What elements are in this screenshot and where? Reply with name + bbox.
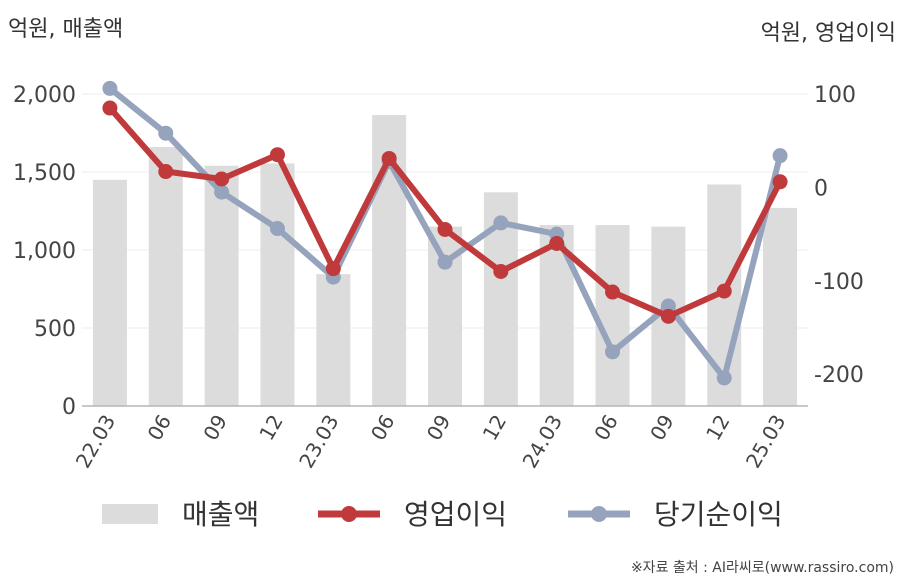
- bar: [595, 225, 630, 406]
- data-point: [660, 308, 676, 324]
- data-point: [772, 148, 788, 164]
- legend-marker: [341, 506, 357, 522]
- left-tick-label: 0: [62, 395, 76, 420]
- bar: [763, 207, 798, 406]
- data-point: [716, 370, 732, 386]
- x-tick-label: 12: [478, 411, 512, 445]
- bar: [260, 163, 295, 406]
- source-note: ※자료 출처 : AI라씨로(www.rassiro.com): [631, 560, 894, 576]
- legend-label: 매출액: [182, 498, 259, 531]
- data-point: [772, 174, 788, 190]
- x-tick-label: 12: [254, 411, 288, 445]
- data-point: [549, 235, 565, 251]
- data-point: [493, 215, 509, 231]
- legend-label: 영업이익: [404, 498, 507, 531]
- line-series: [102, 80, 788, 386]
- x-tick-label: 12: [701, 411, 735, 445]
- legend-swatch-bar: [102, 504, 158, 524]
- right-tick-label: -200: [814, 363, 864, 388]
- bar: [148, 147, 183, 407]
- data-point: [437, 254, 453, 270]
- left-tick-label: 2,000: [13, 83, 76, 108]
- left-tick-label: 1,500: [13, 161, 76, 186]
- data-point: [214, 184, 230, 200]
- legend-label: 당기순이익: [654, 498, 783, 531]
- bar: [92, 179, 127, 406]
- data-point: [214, 171, 230, 187]
- data-point: [269, 221, 285, 237]
- right-tick-label: 100: [814, 83, 856, 108]
- data-point: [716, 283, 732, 299]
- x-tick-label: 24.03: [518, 411, 567, 473]
- data-point: [493, 263, 509, 279]
- bar: [316, 274, 351, 406]
- legend-marker: [591, 506, 607, 522]
- data-point: [605, 344, 621, 360]
- legend: 매출액 영업이익 당기순이익: [102, 498, 783, 531]
- x-tick-label: 09: [198, 411, 232, 445]
- x-tick-label: 23.03: [294, 411, 343, 473]
- x-tick-label: 22.03: [71, 411, 120, 473]
- data-point: [660, 298, 676, 314]
- left-tick-label: 500: [34, 317, 76, 342]
- x-tick-label: 09: [422, 411, 456, 445]
- data-point: [158, 125, 174, 141]
- data-point: [158, 164, 174, 180]
- right-tick-label: 0: [814, 176, 828, 201]
- left-tick-label: 1,000: [13, 239, 76, 264]
- data-point: [437, 221, 453, 237]
- left-axis-label: 억원, 매출액: [8, 17, 123, 42]
- data-point: [102, 80, 118, 96]
- x-tick-label: 06: [366, 411, 400, 445]
- x-tick-label: 25.03: [741, 411, 790, 473]
- data-point: [381, 150, 397, 166]
- data-point: [269, 147, 285, 163]
- x-tick-label: 06: [589, 411, 623, 445]
- data-point: [102, 100, 118, 116]
- bar: [204, 165, 239, 406]
- bar-series: [92, 115, 798, 407]
- data-point: [325, 261, 341, 277]
- right-tick-label: -100: [814, 270, 864, 295]
- x-tick-label: 06: [143, 411, 177, 445]
- x-tick-label: 09: [645, 411, 679, 445]
- right-axis-label: 억원, 영업이익: [761, 21, 896, 46]
- data-point: [605, 284, 621, 300]
